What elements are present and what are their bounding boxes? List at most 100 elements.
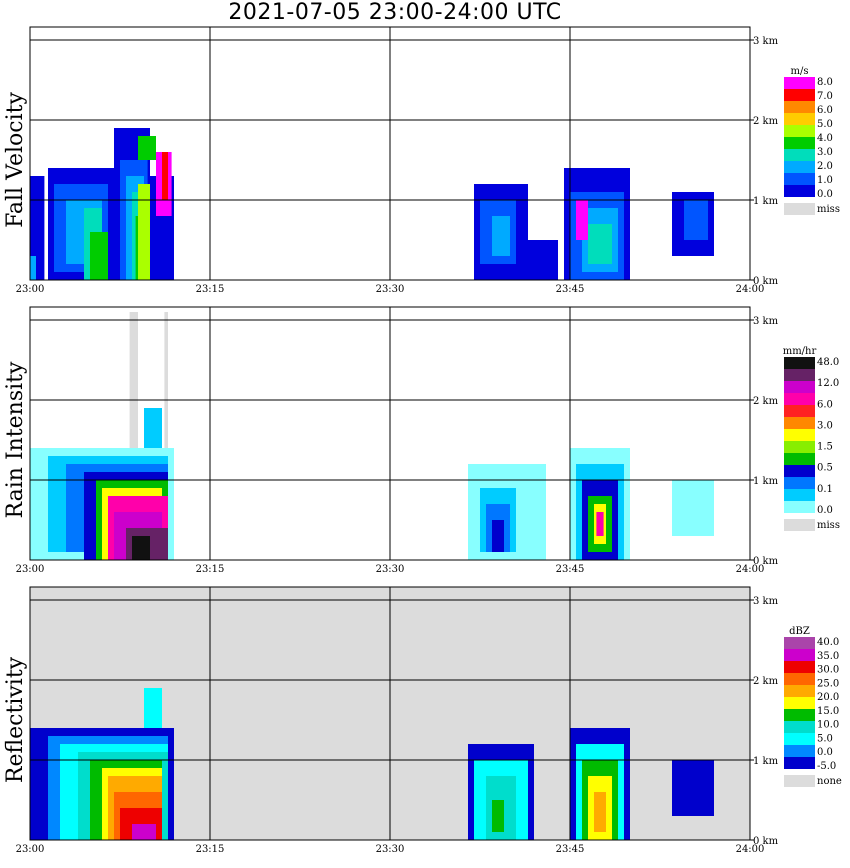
plot-frame bbox=[29, 306, 751, 561]
colorbar-swatch bbox=[784, 77, 815, 89]
colorbar-swatch bbox=[784, 477, 815, 489]
colorbar-swatch bbox=[784, 405, 815, 417]
x-tick-label: 23:00 bbox=[16, 284, 45, 295]
colorbar-swatch bbox=[784, 649, 815, 661]
x-tick-label: 23:00 bbox=[16, 564, 45, 575]
colorbar-swatch bbox=[784, 721, 815, 733]
colorbar-label: 12.0 bbox=[817, 378, 839, 389]
data-cell bbox=[594, 792, 606, 832]
colorbar-swatch bbox=[784, 125, 815, 137]
y-tick-label: 1 km bbox=[753, 756, 779, 767]
colorbar-missing-swatch bbox=[784, 203, 815, 215]
colorbar-swatch bbox=[784, 489, 815, 501]
colorbar-unit: m/s bbox=[791, 66, 809, 77]
colorbar-swatch bbox=[784, 381, 815, 393]
data-cell bbox=[30, 256, 36, 280]
colorbar-swatch bbox=[784, 757, 815, 769]
colorbar-swatch bbox=[784, 101, 815, 113]
colorbar-label: 30.0 bbox=[817, 665, 839, 676]
colorbar-label: -5.0 bbox=[817, 761, 836, 772]
data-cell bbox=[164, 312, 168, 560]
colorbar-swatch bbox=[784, 161, 815, 173]
colorbar-label: 40.0 bbox=[817, 637, 839, 648]
colorbar-label: 6.0 bbox=[817, 399, 833, 410]
colorbar-swatch bbox=[784, 685, 815, 697]
data-cell bbox=[144, 408, 162, 448]
y-tick-label: 0 km bbox=[753, 276, 779, 287]
panel-1: 0 km 1 km 2 km 3 km 23:00 23:15 23:30 23:45 24:0… bbox=[3, 26, 840, 295]
colorbar-swatch bbox=[784, 393, 815, 405]
data-cell bbox=[138, 136, 156, 160]
data-cell bbox=[132, 536, 150, 560]
colorbar-swatch bbox=[784, 465, 815, 477]
colorbar-label: 20.0 bbox=[817, 692, 839, 703]
colorbar-swatch bbox=[784, 501, 815, 513]
colorbar-unit: mm/hr bbox=[783, 346, 817, 357]
x-tick-label: 24:00 bbox=[736, 284, 765, 295]
y-tick-label: 3 km bbox=[753, 596, 779, 607]
colorbar-label: 0.0 bbox=[817, 747, 833, 758]
colorbar-label: 3.0 bbox=[817, 147, 833, 158]
chart-title: 2021-07-05 23:00-24:00 UTC bbox=[228, 0, 562, 25]
colorbar-swatch bbox=[784, 357, 815, 369]
colorbar-label: 25.0 bbox=[817, 678, 839, 689]
plot-frame bbox=[29, 26, 751, 281]
data-cell bbox=[162, 152, 168, 200]
colorbar-label: 0.0 bbox=[817, 505, 833, 516]
data-cell bbox=[144, 688, 162, 728]
data-cell bbox=[132, 824, 156, 840]
colorbar-missing-label: miss bbox=[817, 520, 840, 531]
y-tick-label: 3 km bbox=[753, 36, 779, 47]
colorbar-swatch bbox=[784, 733, 815, 745]
data-cell bbox=[576, 200, 588, 240]
x-tick-label: 23:30 bbox=[376, 284, 405, 295]
data-cell bbox=[672, 760, 714, 816]
x-tick-label: 23:15 bbox=[196, 564, 225, 575]
y-axis-label: Fall Velocity bbox=[3, 92, 28, 228]
colorbar-label: 0.0 bbox=[817, 189, 833, 200]
colorbar-label: 48.0 bbox=[817, 357, 839, 368]
x-tick-label: 23:00 bbox=[16, 844, 45, 855]
colorbar-swatch bbox=[784, 137, 815, 149]
x-tick-label: 23:30 bbox=[376, 564, 405, 575]
colorbar-swatch bbox=[784, 637, 815, 649]
colorbar-label: 8.0 bbox=[817, 77, 833, 88]
y-tick-label: 0 km bbox=[753, 836, 779, 847]
colorbar-missing-swatch bbox=[784, 775, 815, 787]
colorbar-missing-label: none bbox=[817, 776, 842, 787]
colorbar-label: 6.0 bbox=[817, 105, 833, 116]
colorbar-label: 1.0 bbox=[817, 175, 833, 186]
colorbar-label: 3.0 bbox=[817, 420, 833, 431]
colorbar-label: 7.0 bbox=[817, 91, 833, 102]
colorbar-missing-swatch bbox=[784, 519, 815, 531]
x-tick-label: 23:30 bbox=[376, 844, 405, 855]
x-tick-label: 24:00 bbox=[736, 564, 765, 575]
x-tick-label: 23:15 bbox=[196, 844, 225, 855]
colorbar-swatch bbox=[784, 173, 815, 185]
y-axis-label: Rain Intensity bbox=[3, 361, 28, 518]
panel-2: 0 km 1 km 2 km 3 km 23:00 23:15 23:30 23:45 24:0… bbox=[3, 306, 840, 575]
data-cell bbox=[588, 224, 612, 264]
y-tick-label: 1 km bbox=[753, 476, 779, 487]
colorbar-swatch bbox=[784, 89, 815, 101]
colorbar-label: 5.0 bbox=[817, 733, 833, 744]
panel-3: 0 km 1 km 2 km 3 km 23:00 23:15 23:30 23:45 24:0… bbox=[3, 586, 842, 855]
colorbar-swatch bbox=[784, 369, 815, 381]
colorbar-swatch bbox=[784, 709, 815, 721]
data-cell bbox=[596, 512, 604, 536]
x-tick-label: 23:45 bbox=[556, 564, 585, 575]
colorbar-swatch bbox=[784, 661, 815, 673]
data-cell bbox=[684, 200, 708, 240]
y-axis-label: Reflectivity bbox=[3, 656, 28, 783]
colorbar-swatch bbox=[784, 673, 815, 685]
colorbar-swatch bbox=[784, 149, 815, 161]
y-tick-label: 0 km bbox=[753, 556, 779, 567]
colorbar-label: 2.0 bbox=[817, 161, 833, 172]
colorbar-label: 1.5 bbox=[817, 442, 833, 453]
x-tick-label: 23:15 bbox=[196, 284, 225, 295]
colorbar-label: 5.0 bbox=[817, 119, 833, 130]
colorbar-missing-label: miss bbox=[817, 204, 840, 215]
colorbar-label: 35.0 bbox=[817, 651, 839, 662]
data-cell bbox=[528, 240, 558, 280]
